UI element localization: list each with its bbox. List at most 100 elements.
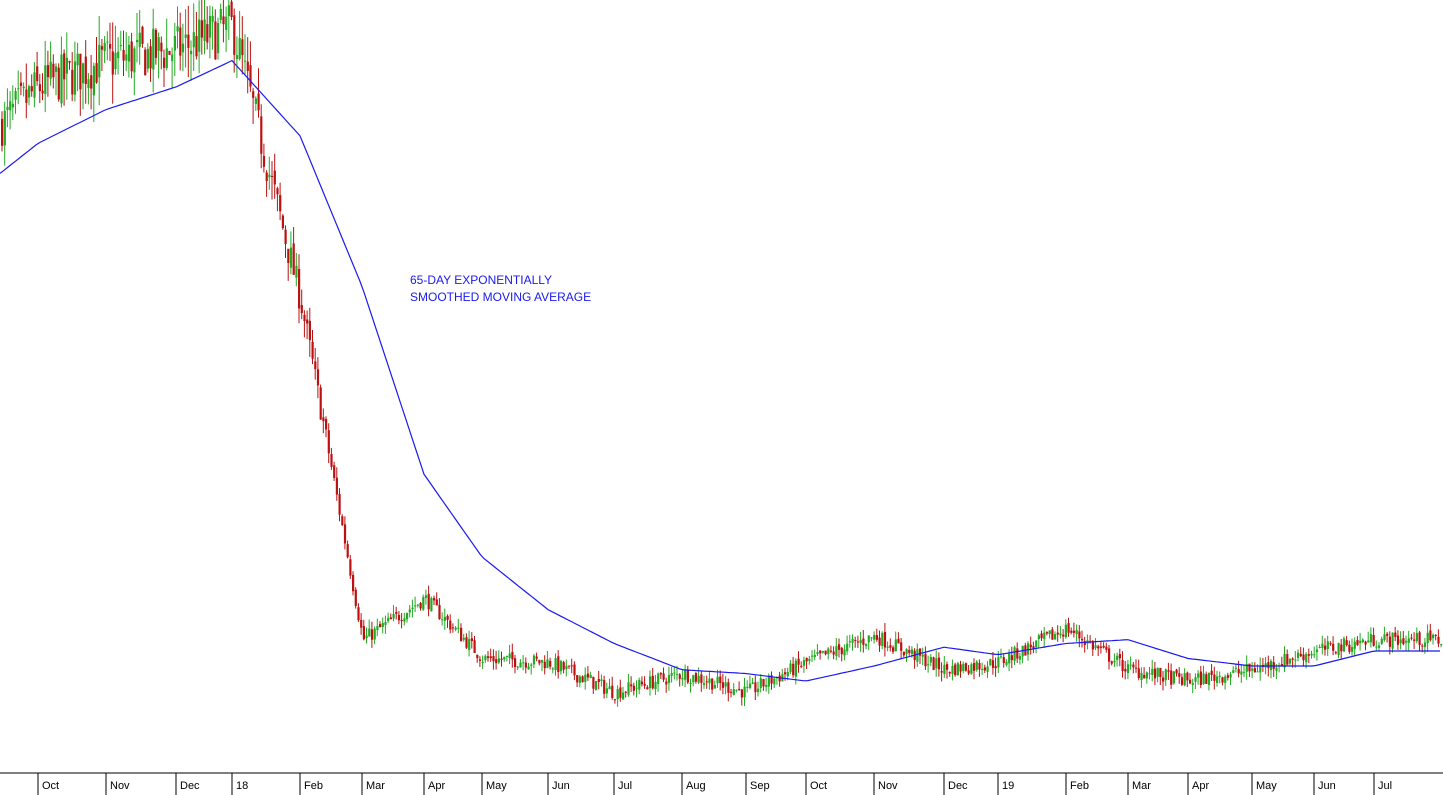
candle-body [757,689,759,692]
candle-body [233,15,235,55]
candle-body [420,603,422,608]
candle-body [625,692,627,693]
candle-body [808,659,810,661]
candle-body [490,656,492,658]
candle-body [933,657,935,670]
candle-body [514,658,516,667]
candle-body [303,315,305,321]
candle-body [179,28,181,56]
candle-body [171,54,173,61]
candle-body [20,83,22,86]
candle-body [120,45,122,46]
candle-body [460,628,462,641]
candle-body [1378,645,1380,647]
candle-body [997,657,999,667]
x-tick-label: Dec [948,780,968,792]
candle-body [833,652,835,655]
candle-body [565,666,567,669]
candle-body [352,575,354,591]
candle-body [314,361,316,369]
candle-body [193,32,195,47]
candle-body [951,666,953,674]
candle-body [887,647,889,648]
candle-body [846,644,848,652]
candle-body [74,61,76,94]
candle-body [104,43,106,51]
candle-body [965,663,967,670]
candle-body [860,640,862,643]
candle-body [17,88,19,89]
candle-body [395,612,397,614]
candle-body [44,65,46,94]
candle-body [506,656,508,657]
candle-body [741,689,743,697]
candle-body [449,621,451,630]
candle-body [341,516,343,525]
candle-body [271,176,273,177]
candle-body [1302,655,1304,661]
candle-body [1329,643,1331,644]
candle-body [619,687,621,697]
candle-body [28,86,30,97]
candle-body [214,21,216,59]
candle-body [33,72,35,97]
candle-body [252,91,254,98]
candle-body [363,626,365,639]
candle-body [924,654,926,666]
candle-body [692,675,694,682]
candle-body [555,658,557,670]
x-tick-label: Jun [552,780,570,792]
candle-body [66,58,68,74]
candle-body [492,656,494,661]
candle-body [557,656,559,672]
candle-body [738,689,740,690]
candle-body [657,674,659,684]
candle-body [1162,677,1164,681]
candle-body [47,65,49,77]
candle-body [646,687,648,689]
candle-body [552,668,554,669]
candle-body [673,673,675,674]
x-tick-label: Mar [1132,780,1151,792]
candle-body [1265,663,1267,667]
candle-body [892,647,894,651]
candle-body [411,608,413,609]
candle-body [698,676,700,683]
candle-body [1327,641,1329,649]
candle-body [752,682,754,684]
candle-body [900,642,902,651]
candle-body [903,652,905,656]
candle-body [484,656,486,660]
candle-body [533,656,535,665]
candle-body [827,648,829,654]
candle-body [98,45,100,77]
candle-body [357,607,359,620]
candle-body [428,594,430,609]
candle-body [123,50,125,61]
candle-body [530,665,532,666]
candle-body [1076,630,1078,634]
candle-body [1240,671,1242,674]
candle-body [1027,643,1029,654]
candle-body [1227,675,1229,677]
candle-body [160,43,162,52]
candle-body [1073,631,1075,633]
x-tick-label: Aug [686,780,706,792]
candle-body [681,678,683,680]
candle-body [1167,670,1169,672]
candle-body [884,632,886,648]
candle-body [430,598,432,611]
candle-body [563,662,565,670]
candle-body [1230,674,1232,677]
candle-body [1100,647,1102,648]
candle-body [609,686,611,689]
candle-body [1130,665,1132,666]
candle-body [268,175,270,178]
candle-body [1032,646,1034,648]
candle-body [579,676,581,682]
candle-body [865,644,867,646]
candle-body [1254,668,1256,672]
candle-body [166,48,168,68]
candle-body [587,674,589,678]
